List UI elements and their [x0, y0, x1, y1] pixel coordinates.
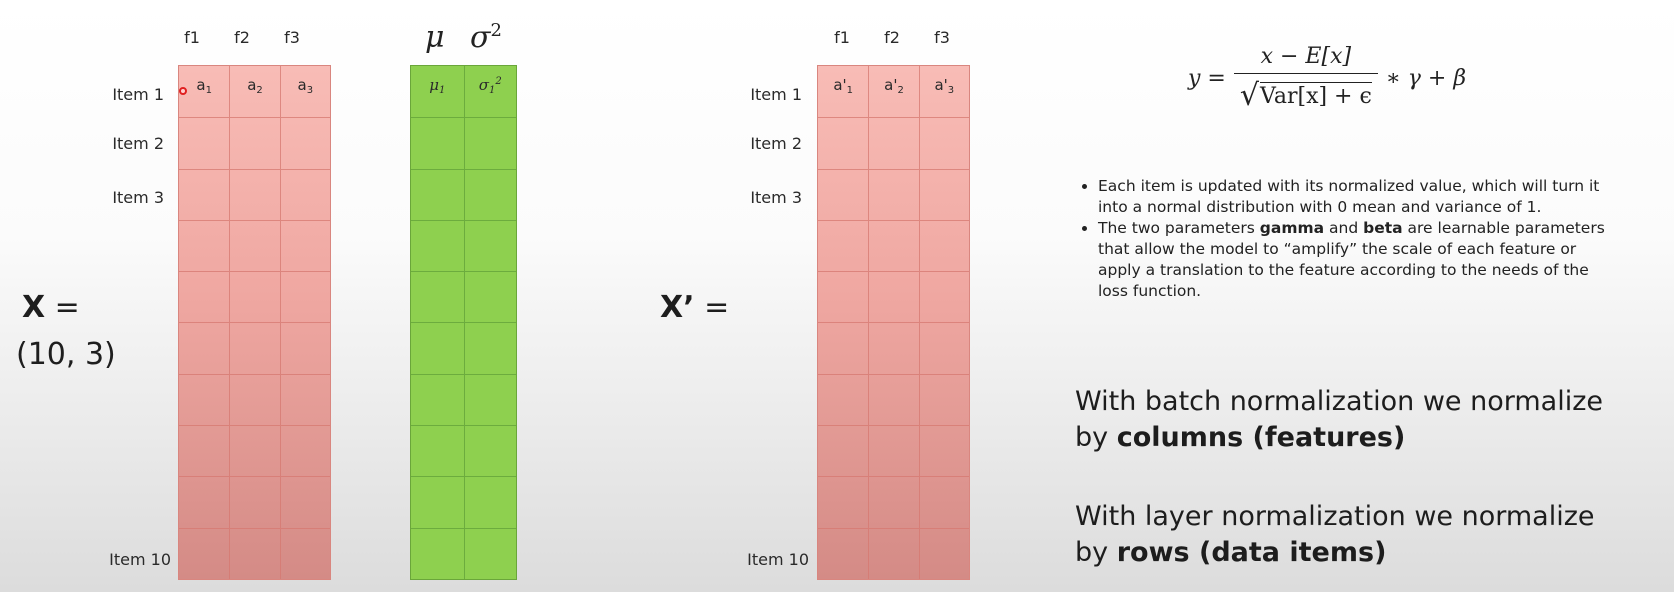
- mu-header: μ: [425, 20, 445, 55]
- x-prime-name: X’ =: [660, 290, 730, 325]
- sigma-header: σ2: [470, 20, 502, 55]
- x-symbol: X: [22, 290, 46, 325]
- stats-row: [411, 117, 516, 169]
- left-matrix-row: [179, 117, 330, 169]
- layer-norm-bold: rows (data items): [1116, 537, 1387, 568]
- right-matrix-row: [818, 219, 969, 272]
- right-matrix-row: [818, 271, 969, 323]
- x-matrix-shape: (10, 3): [16, 337, 116, 372]
- left-matrix-row: [179, 219, 330, 272]
- left-matrix-row: [179, 373, 330, 426]
- right-cell-a3-prime: a'3: [918, 66, 969, 118]
- sqrt-symbol: √: [1239, 78, 1259, 113]
- bullet-gamma-beta: The two parameters gamma and beta are le…: [1098, 218, 1618, 302]
- stats-cell-sigma1: σ12: [463, 66, 517, 118]
- right-matrix-row: [818, 527, 969, 579]
- left-col-head-f3: f3: [284, 28, 300, 47]
- stats-row: [411, 373, 516, 426]
- formula-denominator-wrap: √ Var[x] + ϵ: [1233, 73, 1378, 113]
- stats-row-1: μ1 σ12: [411, 66, 517, 118]
- stats-row: [411, 219, 516, 272]
- right-row-label-1: Item 1: [750, 85, 802, 104]
- batch-norm-text: With batch normalization we normalize by: [1075, 386, 1603, 453]
- left-matrix: a1 a2 a3: [178, 65, 331, 580]
- stats-row: [411, 527, 516, 579]
- x-matrix-name: X =: [22, 290, 80, 325]
- stats-row: [411, 425, 516, 477]
- sigma-exponent: 2: [490, 20, 502, 41]
- right-matrix-row: [818, 373, 969, 426]
- right-col-head-f2: f2: [884, 28, 900, 47]
- left-matrix-row: [179, 527, 330, 579]
- left-cell-a1: a1: [196, 76, 212, 96]
- right-matrix-row: [818, 168, 969, 220]
- stats-row: [411, 168, 516, 220]
- left-row-label-2: Item 2: [112, 134, 164, 153]
- left-matrix-row: [179, 271, 330, 323]
- right-matrix-row: [818, 476, 969, 528]
- bullet-text-post: are learnable parameters that allow the …: [1098, 219, 1605, 300]
- formula-numerator: x − E[x]: [1260, 44, 1352, 69]
- left-matrix-row: [179, 425, 330, 477]
- mouse-cursor-indicator: [179, 87, 187, 95]
- explanation-bullets: Each item is updated with its normalized…: [1072, 176, 1618, 302]
- right-cell-a2-prime: a'2: [868, 66, 918, 118]
- sigma-symbol: σ: [470, 20, 491, 55]
- x-prime-symbol: X’: [660, 290, 695, 325]
- layer-norm-formula: y = x − E[x] √ Var[x] + ϵ ∗ γ + β: [1188, 44, 1466, 113]
- stats-row: [411, 476, 516, 528]
- bullet-text-pre: The two parameters: [1098, 219, 1260, 237]
- left-row-label-10: Item 10: [109, 550, 171, 569]
- right-col-head-f1: f1: [834, 28, 850, 47]
- batch-norm-bold: columns (features): [1116, 422, 1406, 453]
- layer-norm-statement: With layer normalization we normalize by…: [1075, 499, 1635, 571]
- right-row-label-10: Item 10: [747, 550, 809, 569]
- right-row-label-2: Item 2: [750, 134, 802, 153]
- stats-row: [411, 271, 516, 323]
- bullet-gamma: gamma: [1259, 219, 1325, 237]
- bullet-normalized: Each item is updated with its normalized…: [1098, 176, 1618, 218]
- left-cell-a3: a3: [279, 66, 330, 118]
- right-col-head-f3: f3: [934, 28, 950, 47]
- formula-denominator: Var[x] + ϵ: [1259, 82, 1372, 109]
- left-matrix-row-1: a1 a2 a3: [179, 66, 330, 118]
- left-col-head-f2: f2: [234, 28, 250, 47]
- batch-norm-statement: With batch normalization we normalize by…: [1075, 384, 1635, 456]
- left-matrix-row: [179, 476, 330, 528]
- right-matrix-row: [818, 117, 969, 169]
- formula-tail: ∗ γ + β: [1385, 66, 1467, 91]
- left-matrix-row: [179, 168, 330, 220]
- stats-matrix: μ1 σ12: [410, 65, 517, 580]
- right-matrix-row: [818, 322, 969, 374]
- stats-row: [411, 322, 516, 374]
- formula-fraction: x − E[x] √ Var[x] + ϵ: [1233, 44, 1378, 113]
- right-matrix-row: [818, 425, 969, 477]
- left-row-label-1: Item 1: [112, 85, 164, 104]
- right-matrix-row-1: a'1 a'2 a'3: [818, 66, 969, 118]
- bullet-beta: beta: [1363, 219, 1403, 237]
- formula-lhs: y =: [1188, 66, 1226, 91]
- left-row-label-3: Item 3: [112, 188, 164, 207]
- bullet-text-mid: and: [1324, 219, 1364, 237]
- right-row-label-3: Item 3: [750, 188, 802, 207]
- left-cell-a2: a2: [229, 66, 279, 118]
- layer-norm-text: With layer normalization we normalize by: [1075, 501, 1595, 568]
- left-col-head-f1: f1: [184, 28, 200, 47]
- stats-cell-mu1: μ1: [429, 76, 446, 96]
- right-cell-a1-prime: a'1: [833, 76, 854, 96]
- left-matrix-row: [179, 322, 330, 374]
- right-matrix: a'1 a'2 a'3: [817, 65, 970, 580]
